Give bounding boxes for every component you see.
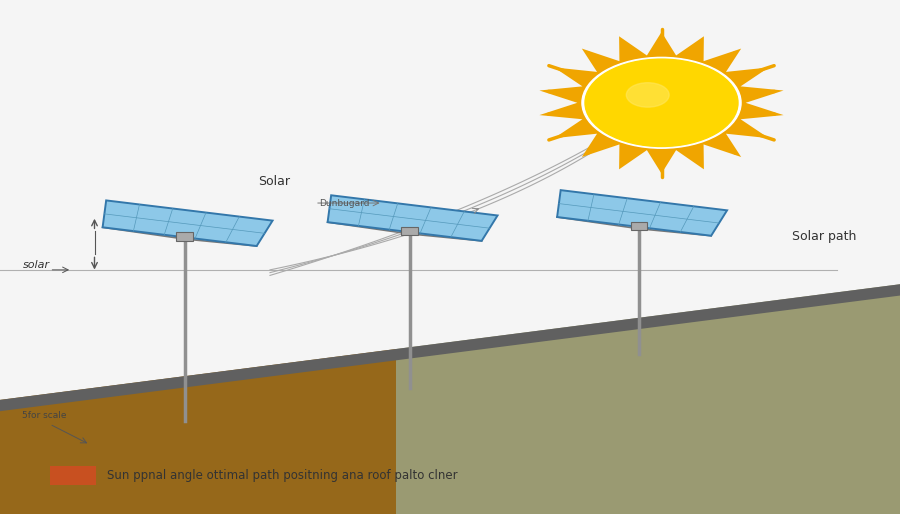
Polygon shape	[0, 349, 396, 514]
Text: solar: solar	[22, 260, 50, 270]
Polygon shape	[103, 200, 273, 246]
Polygon shape	[539, 32, 784, 174]
Circle shape	[585, 59, 738, 146]
Text: Solar: Solar	[258, 175, 291, 188]
Text: Solar path: Solar path	[792, 230, 857, 243]
Circle shape	[582, 58, 741, 148]
Bar	[176, 232, 193, 241]
Bar	[401, 227, 418, 235]
Polygon shape	[0, 284, 900, 411]
Polygon shape	[396, 284, 900, 514]
Text: Dunbugard: Dunbugard	[320, 198, 370, 208]
Bar	[631, 222, 647, 230]
Text: 5for scale: 5for scale	[22, 411, 67, 420]
FancyBboxPatch shape	[50, 466, 96, 485]
Polygon shape	[328, 195, 498, 241]
Polygon shape	[557, 190, 727, 236]
Circle shape	[626, 83, 669, 107]
Text: Sun ppnal angle ottimal path positning ana roof palto clner: Sun ppnal angle ottimal path positning a…	[107, 469, 458, 482]
